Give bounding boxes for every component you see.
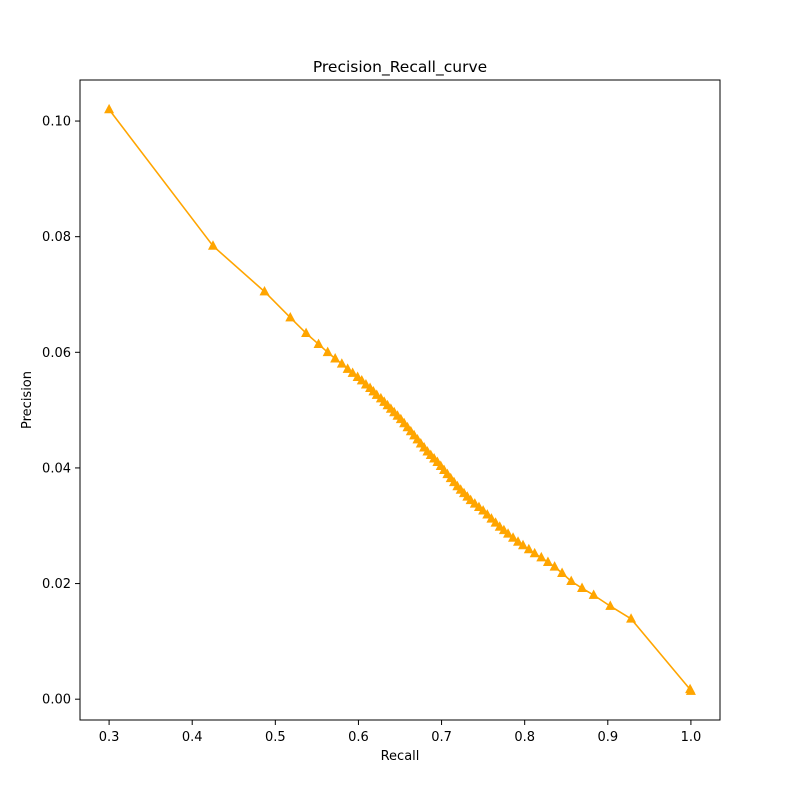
y-tick-label: 0.00 <box>42 693 71 708</box>
x-tick-label: 1.0 <box>681 730 702 745</box>
chart-title: Precision_Recall_curve <box>313 58 487 77</box>
y-tick-label: 0.08 <box>42 230 71 245</box>
x-tick-label: 0.5 <box>265 730 286 745</box>
y-tick-label: 0.10 <box>42 115 71 130</box>
x-tick-label: 0.4 <box>182 730 203 745</box>
x-tick-label: 0.8 <box>514 730 535 745</box>
y-tick-label: 0.04 <box>42 461 71 476</box>
y-tick-label: 0.02 <box>42 577 71 592</box>
x-tick-label: 0.7 <box>431 730 452 745</box>
y-tick-label: 0.06 <box>42 346 71 361</box>
x-tick-label: 0.3 <box>99 730 120 745</box>
x-tick-label: 0.6 <box>348 730 369 745</box>
x-axis-label: Recall <box>381 749 420 764</box>
x-tick-label: 0.9 <box>597 730 618 745</box>
y-axis-label: Precision <box>20 371 35 429</box>
